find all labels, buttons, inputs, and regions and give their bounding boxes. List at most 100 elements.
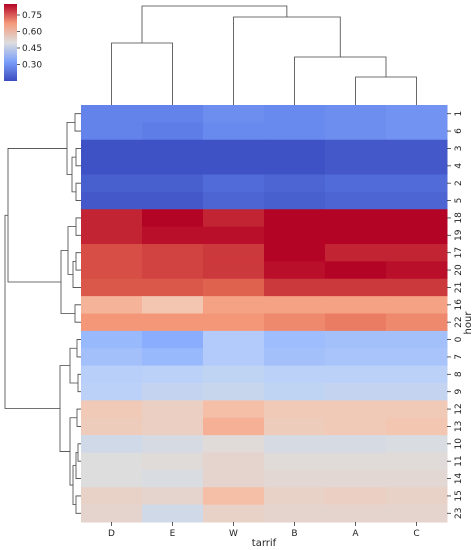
heatmap-cell-21-E bbox=[142, 278, 204, 297]
heatmap-cell-22-A bbox=[325, 313, 387, 332]
colorbar-gradient bbox=[4, 4, 17, 81]
heatmap-cell-6-B bbox=[264, 122, 326, 141]
row-dendrogram-link bbox=[75, 217, 81, 236]
column-tick-label: A bbox=[352, 529, 359, 539]
y-axis-label: hour bbox=[463, 311, 474, 335]
row-dendrogram-link bbox=[75, 252, 81, 271]
heatmap-cell-5-A bbox=[325, 191, 387, 210]
heatmap-cell-9-C bbox=[386, 383, 448, 401]
heatmap-cell-17-W bbox=[203, 244, 265, 262]
column-dendrogram-link bbox=[294, 56, 387, 105]
heatmap-cell-13-E bbox=[142, 417, 204, 436]
row-tick-label: 1 bbox=[454, 111, 464, 117]
heatmap-cell-1-C bbox=[386, 105, 448, 123]
heatmap-cell-18-A bbox=[325, 209, 387, 228]
heatmap-cell-8-E bbox=[142, 365, 204, 384]
heatmap-cell-19-C bbox=[386, 226, 448, 245]
heatmap-cell-0-E bbox=[142, 330, 204, 349]
heatmap-cell-2-B bbox=[264, 174, 326, 193]
row-tick-label: 8 bbox=[454, 371, 464, 377]
heatmap-cell-10-D bbox=[81, 435, 143, 454]
heatmap-cell-4-E bbox=[142, 157, 204, 176]
heatmap-cell-3-E bbox=[142, 139, 204, 158]
heatmap-cell-7-C bbox=[386, 348, 448, 367]
heatmap-cell-14-E bbox=[142, 469, 204, 488]
row-tick-label: 22 bbox=[454, 316, 464, 327]
heatmap-cell-2-C bbox=[386, 174, 448, 193]
heatmap-cell-4-C bbox=[386, 157, 448, 176]
heatmap-cell-16-W bbox=[203, 296, 265, 315]
heatmap-cell-18-D bbox=[81, 209, 143, 228]
heatmap-cell-3-B bbox=[264, 139, 326, 158]
heatmap-cell-5-W bbox=[203, 191, 265, 210]
heatmap-cell-11-B bbox=[264, 452, 326, 471]
row-tick-label: 12 bbox=[454, 403, 464, 414]
heatmap-cell-8-D bbox=[81, 365, 143, 384]
row-tick-label: 4 bbox=[454, 163, 464, 169]
row-dendrogram-link bbox=[72, 465, 76, 506]
heatmap-cell-7-A bbox=[325, 348, 387, 367]
heatmap-cell-1-E bbox=[142, 105, 204, 123]
heatmap-cell-16-C bbox=[386, 296, 448, 315]
heatmap-cell-17-E bbox=[142, 244, 204, 262]
row-tick-label: 3 bbox=[454, 146, 464, 152]
heatmap-cell-17-A bbox=[325, 244, 387, 262]
heatmap-cell-3-W bbox=[203, 139, 265, 158]
heatmap-cell-12-E bbox=[142, 400, 204, 419]
colorbar: 0.30 0.45 0.60 0.75 bbox=[4, 4, 42, 81]
heatmap-cell-12-A bbox=[325, 400, 387, 419]
heatmap-cell-20-A bbox=[325, 261, 387, 280]
heatmap-cell-3-C bbox=[386, 139, 448, 158]
column-dendrogram-link bbox=[111, 42, 173, 105]
row-dendrogram-link bbox=[75, 148, 81, 167]
heatmap-cell-20-C bbox=[386, 261, 448, 280]
row-dendrogram-link bbox=[77, 443, 81, 462]
heatmap-cell-4-D bbox=[81, 157, 143, 176]
heatmap-cell-11-C bbox=[386, 452, 448, 471]
row-tick-label: 10 bbox=[454, 438, 464, 450]
heatmap-cell-8-B bbox=[264, 365, 326, 384]
heatmap-cell-7-B bbox=[264, 348, 326, 367]
colorbar-tick-label: 0.75 bbox=[22, 11, 42, 21]
heatmap-cell-22-C bbox=[386, 313, 448, 332]
row-tick-label: 0 bbox=[454, 336, 464, 342]
heatmap-cell-21-C bbox=[386, 278, 448, 297]
heatmap-cell-4-B bbox=[264, 157, 326, 176]
colorbar-tick-label: 0.60 bbox=[22, 28, 42, 38]
row-dendrogram-link bbox=[76, 339, 81, 358]
heatmap-cell-8-C bbox=[386, 365, 448, 384]
heatmap-cell-21-W bbox=[203, 278, 265, 297]
column-tick-label: D bbox=[108, 529, 115, 539]
heatmap-cell-16-D bbox=[81, 296, 143, 315]
heatmap-cell-8-W bbox=[203, 365, 265, 384]
heatmap-cell-22-D bbox=[81, 313, 143, 332]
heatmap-cell-2-E bbox=[142, 174, 204, 193]
row-tick-label: 11 bbox=[454, 455, 464, 466]
heatmap-cell-10-W bbox=[203, 435, 265, 454]
heatmap-cell-9-D bbox=[81, 383, 143, 401]
heatmap-cell-12-D bbox=[81, 400, 143, 419]
heatmap-cell-10-C bbox=[386, 435, 448, 454]
heatmap-cell-5-D bbox=[81, 191, 143, 210]
heatmap-cell-4-W bbox=[203, 157, 265, 176]
colorbar-tick-label: 0.45 bbox=[22, 44, 42, 54]
heatmap-cell-14-B bbox=[264, 469, 326, 488]
row-dendrogram-link bbox=[76, 408, 81, 427]
row-dendrogram-link bbox=[71, 156, 76, 193]
column-tick-label: B bbox=[291, 529, 297, 539]
heatmap-cell-9-B bbox=[264, 383, 326, 401]
heatmap-cell-20-B bbox=[264, 261, 326, 280]
heatmap-cell-15-D bbox=[81, 487, 143, 506]
heatmap-cell-20-W bbox=[203, 261, 265, 280]
heatmap-cell-5-E bbox=[142, 191, 204, 210]
row-tick-label: 18 bbox=[454, 212, 464, 224]
row-tick-label: 20 bbox=[454, 264, 464, 276]
heatmap-cell-18-B bbox=[264, 209, 326, 228]
heatmap-cell-21-A bbox=[325, 278, 387, 297]
row-tick-label: 15 bbox=[454, 490, 464, 501]
heatmap-cell-19-D bbox=[81, 226, 143, 245]
row-dendrogram-link bbox=[4, 214, 60, 409]
heatmap-cell-17-C bbox=[386, 244, 448, 262]
row-tick-label: 6 bbox=[454, 128, 464, 134]
row-tick-label: 16 bbox=[454, 299, 464, 311]
